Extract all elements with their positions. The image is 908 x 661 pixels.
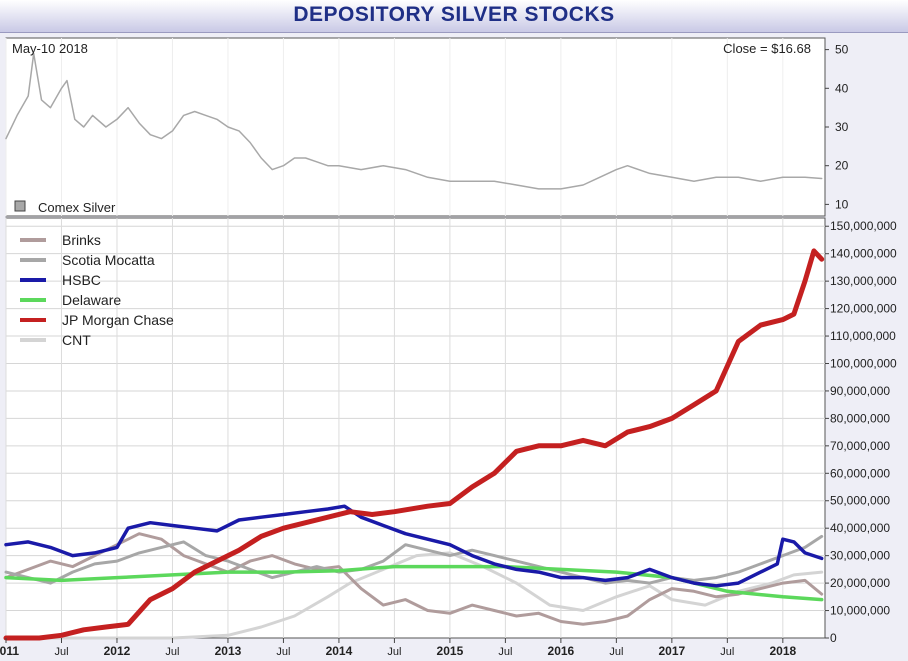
x-tick-label: Jul (387, 646, 401, 658)
comex-silver-legend-swatch (14, 200, 26, 212)
stocks-y-tick-label: 0 (830, 631, 837, 645)
x-tick-label: Jul (54, 646, 68, 658)
stocks-y-tick-label: 90,000,000 (830, 384, 890, 398)
silver-panel (5, 37, 826, 217)
brinks-line (4, 532, 824, 626)
scotia-mocatta-line (4, 534, 824, 585)
stocks-y-tick-label: 110,000,000 (830, 329, 896, 343)
x-tick-label: 2015 (437, 644, 464, 658)
comex-silver-line (5, 52, 823, 190)
close-label: Close = $16.68 (723, 41, 811, 56)
stocks-y-tick-label: 80,000,000 (830, 411, 890, 425)
jp-morgan-chase-legend-label: JP Morgan Chase (62, 312, 174, 328)
stocks-y-tick-label: 150,000,000 (830, 219, 897, 233)
date-label: May-10 2018 (12, 41, 88, 56)
silver-y-tick-label: 50 (835, 43, 849, 57)
cnt-legend-label: CNT (62, 332, 91, 348)
x-tick-label: 2016 (548, 644, 575, 658)
x-tick-label: 2017 (659, 644, 686, 658)
delaware-legend-label: Delaware (62, 292, 121, 308)
cnt-line (4, 551, 824, 640)
jp-morgan-chase-line (3, 248, 825, 641)
hsbc-line (4, 504, 824, 588)
x-tick-label: 2014 (326, 644, 353, 658)
stocks-y-tick-label: 20,000,000 (830, 576, 890, 590)
x-tick-label: Jul (498, 646, 512, 658)
stocks-y-tick-label: 120,000,000 (830, 302, 897, 316)
silver-y-tick-label: 10 (835, 197, 849, 211)
stocks-y-tick-label: 30,000,000 (830, 549, 890, 563)
chart-title: DEPOSITORY SILVER STOCKS (293, 3, 615, 26)
stocks-y-tick-label: 70,000,000 (830, 439, 890, 453)
x-tick-label: 2012 (104, 644, 131, 658)
stocks-y-tick-label: 130,000,000 (830, 274, 897, 288)
x-tick-label: 2011 (0, 644, 19, 658)
title-bar: DEPOSITORY SILVER STOCKS (0, 0, 908, 33)
stocks-y-tick-label: 40,000,000 (830, 521, 890, 535)
stocks-y-tick-label: 10,000,000 (830, 604, 890, 618)
hsbc-legend-label: HSBC (62, 272, 101, 288)
x-tick-label: Jul (720, 646, 734, 658)
silver-y-tick-label: 30 (835, 120, 849, 134)
comex-silver-legend-label: Comex Silver (38, 200, 116, 215)
stocks-y-tick-label: 60,000,000 (830, 466, 890, 480)
silver-series-group (5, 52, 823, 190)
stocks-y-tick-label: 50,000,000 (830, 494, 890, 508)
silver-y-tick-label: 40 (835, 81, 849, 95)
x-tick-label: Jul (276, 646, 290, 658)
stocks-y-tick-label: 140,000,000 (830, 247, 897, 261)
stocks-grid (5, 218, 825, 638)
x-tick-label: Jul (165, 646, 179, 658)
x-tick-label: 2013 (215, 644, 242, 658)
stocks-y-tick-label: 100,000,000 (830, 356, 897, 370)
brinks-legend-label: Brinks (62, 232, 101, 248)
scotia-mocatta-legend-label: Scotia Mocatta (62, 252, 155, 268)
x-tick-label: 2018 (769, 644, 796, 658)
silver-y-tick-label: 20 (835, 159, 849, 173)
x-tick-label: Jul (609, 646, 623, 658)
stocks-legend: Brinks Scotia Mocatta HSBC Delaware JP Morga… (20, 232, 174, 348)
stocks-series-group (3, 248, 825, 641)
axes-group: 10 20 30 40 50 150,000,000 140,000,000 130,000,… (0, 43, 897, 658)
